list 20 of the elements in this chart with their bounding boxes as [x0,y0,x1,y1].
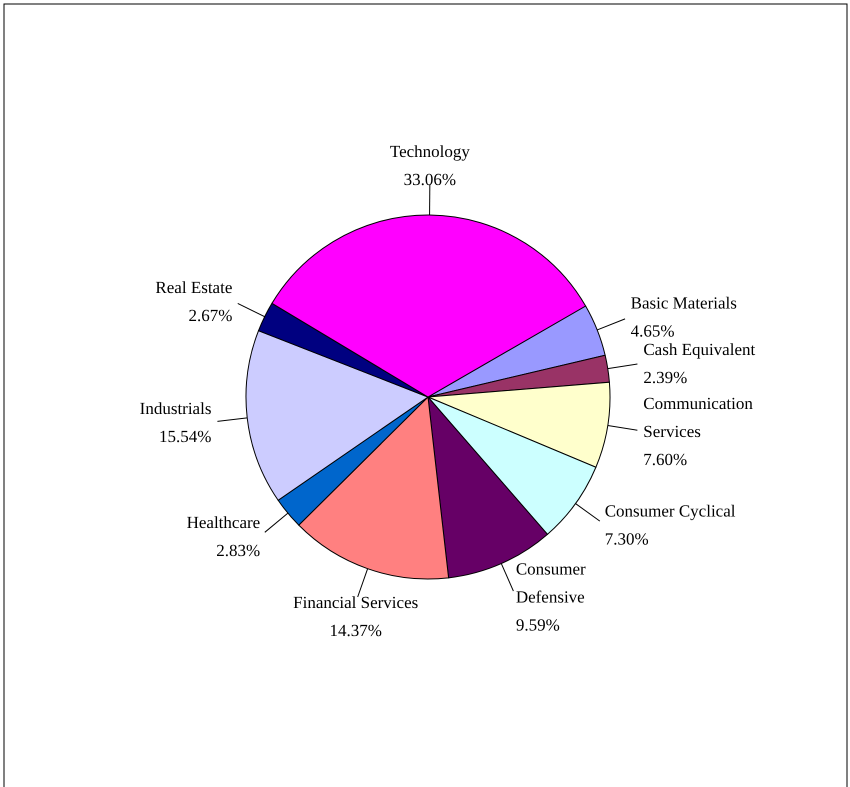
data-label: 7.30% [604,530,649,549]
data-label: 9.59% [516,616,560,635]
data-label: 7.60% [643,450,688,470]
slice-label: Cash Equivalent [643,340,756,360]
data-label: 14.37% [329,620,382,640]
slice-label: Industrials [140,399,212,418]
data-label: 4.65% [630,322,675,341]
data-label: 15.54% [159,427,212,446]
data-label: 33.06% [404,170,456,190]
data-label: 2.67% [188,306,232,325]
slice-label: Basic Materials [630,294,737,313]
data-label: 2.83% [216,541,260,560]
slice-label: Technology [390,142,470,162]
slice-label: Financial Services [293,592,418,612]
slice-label: Consumer Defensive [516,560,586,607]
slice-label: Consumer Cyclical [604,502,736,521]
data-label: 2.39% [643,368,688,388]
slice-label: Communication Services [643,394,754,442]
slice-label: Healthcare [186,513,260,532]
slice-label: Real Estate [155,278,232,297]
